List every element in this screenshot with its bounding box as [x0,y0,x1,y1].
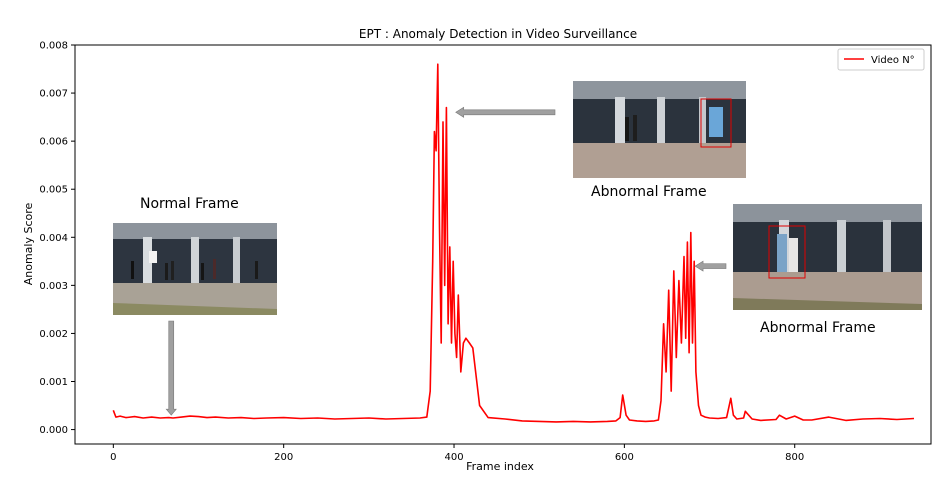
legend-box [837,48,925,71]
y-tick-label: 0.004 [39,233,68,244]
y-tick-label: 0.006 [39,137,68,148]
arrow-abnormal-frame-1 [455,106,556,118]
x-axis: 0 200 400 600 800 [110,444,804,463]
normal-frame-caption: Normal Frame [140,196,239,212]
legend-entry-video: Video N° [871,55,915,66]
y-axis: 0.000 0.001 0.002 0.003 0.004 0.005 0.006 0.007… [39,41,75,436]
abnormal-frame-caption-2: Abnormal Frame [760,320,876,336]
plot-frame [74,44,932,445]
legend: Video N° [837,48,925,71]
y-tick-label: 0.008 [39,41,68,52]
x-tick-label: 600 [615,452,634,463]
series-line-video [112,63,915,423]
chart-title: EPT : Anomaly Detection in Video Surveil… [359,27,637,41]
y-tick-label: 0.000 [39,425,68,436]
arrow-normal-frame [165,320,177,416]
y-axis-label: Anomaly Score [22,202,35,285]
x-tick-label: 400 [444,452,463,463]
y-tick-label: 0.001 [39,377,68,388]
normal-frame-thumbnail [113,223,277,315]
arrow-abnormal-frame-2 [694,260,727,272]
y-tick-label: 0.005 [39,185,68,196]
y-tick-label: 0.007 [39,89,68,100]
x-tick-label: 200 [274,452,293,463]
abnormal-frame-thumbnail-2 [733,204,922,310]
y-tick-label: 0.003 [39,281,68,292]
annotation-arrows [165,106,727,416]
abnormal-frame-thumbnail-1 [573,81,746,178]
x-tick-label: 0 [110,452,116,463]
x-axis-label: Frame index [466,460,534,473]
y-tick-label: 0.002 [39,329,68,340]
abnormal-frame-caption-1: Abnormal Frame [591,184,707,200]
x-tick-label: 800 [785,452,804,463]
